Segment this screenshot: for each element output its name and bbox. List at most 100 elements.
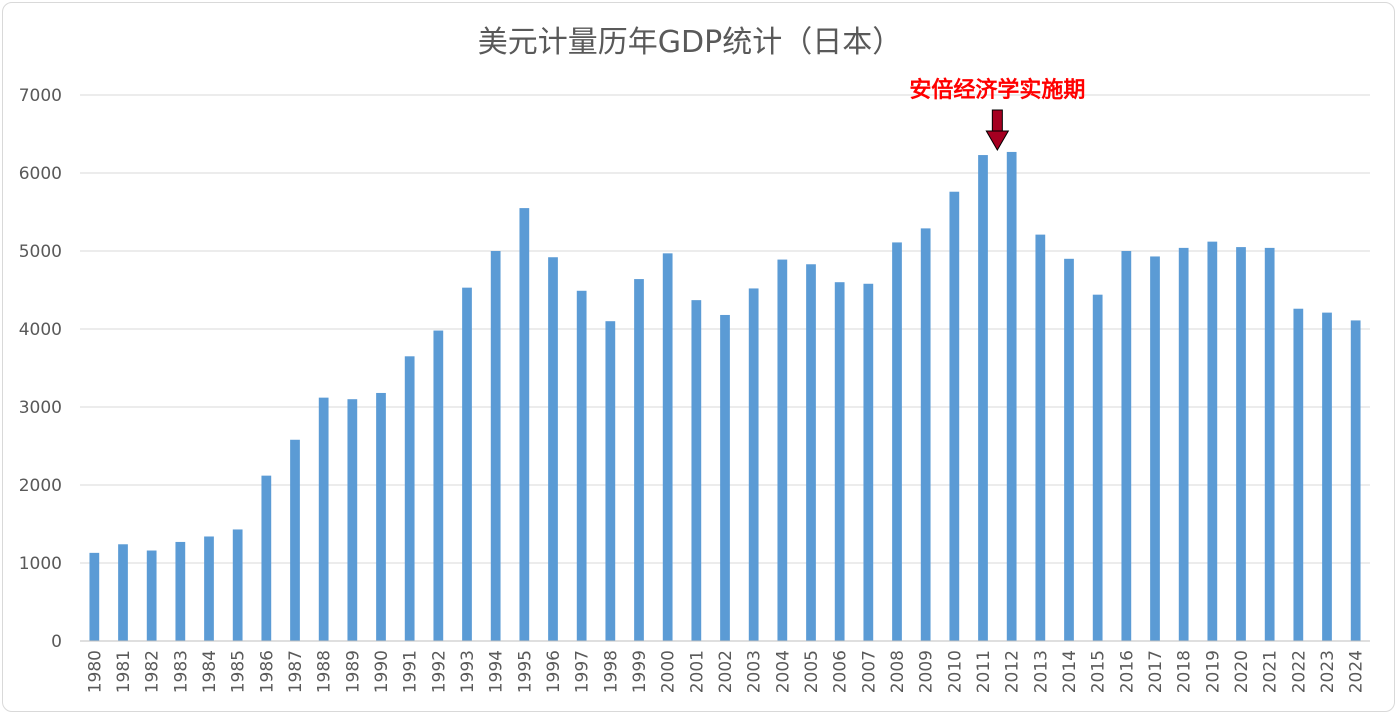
- annotation-text: 安倍经济学实施期: [909, 77, 1085, 103]
- x-tick-label: 2000: [659, 650, 679, 693]
- x-tick-label: 1985: [229, 650, 249, 693]
- bar-2017: [1150, 256, 1160, 641]
- x-tick-label: 2007: [859, 650, 879, 693]
- x-tick-label: 2014: [1060, 650, 1080, 693]
- bar-1989: [347, 399, 358, 641]
- x-tick-label: 1988: [315, 650, 335, 693]
- chart-title: 美元计量历年GDP统计（日本）: [478, 25, 902, 60]
- bar-1985: [232, 529, 243, 641]
- bar-1988: [318, 397, 329, 641]
- x-tick-label: 2011: [974, 650, 994, 693]
- x-tick-label: 1987: [286, 650, 306, 693]
- x-tick-label: 1984: [200, 650, 220, 693]
- bar-1992: [433, 330, 444, 641]
- x-tick-label: 1986: [257, 650, 277, 693]
- x-tick-label: 1993: [458, 650, 478, 693]
- bar-2008: [892, 242, 902, 642]
- y-tick-label: 1000: [19, 554, 62, 574]
- x-tick-label: 2015: [1089, 650, 1109, 693]
- x-tick-label: 2002: [716, 650, 736, 693]
- x-tick-label: 2024: [1347, 650, 1367, 693]
- bar-2020: [1236, 247, 1246, 641]
- bar-2005: [806, 264, 816, 641]
- y-tick-label: 2000: [19, 476, 62, 496]
- x-tick-label: 2008: [888, 650, 908, 693]
- x-tick-label: 1983: [171, 650, 191, 693]
- x-tick-label: 1989: [343, 650, 363, 693]
- x-tick-label: 2022: [1289, 650, 1309, 693]
- x-tick-label: 2019: [1203, 650, 1223, 693]
- y-tick-label: 7000: [19, 86, 62, 106]
- x-axis-ticks: 1980 1981 1982 1983 1984 1985 1986 1987 1988 1989…: [85, 650, 1366, 693]
- bar-2009: [920, 228, 931, 641]
- x-tick-label: 2013: [1031, 650, 1051, 693]
- bar-2000: [662, 253, 673, 641]
- bar-2002: [720, 314, 730, 641]
- bar-1990: [376, 392, 386, 641]
- x-tick-label: 2010: [945, 650, 965, 693]
- bar-2022: [1293, 308, 1304, 641]
- arrow-shaft: [991, 109, 1003, 133]
- x-tick-label: 1990: [372, 650, 392, 693]
- bar-2018: [1178, 247, 1189, 641]
- bar-2003: [748, 288, 759, 641]
- bar-2019: [1207, 241, 1218, 641]
- y-tick-label: 6000: [19, 164, 62, 184]
- x-tick-label: 1980: [85, 650, 105, 693]
- x-tick-label: 1998: [601, 650, 621, 693]
- bar-1995: [519, 208, 530, 641]
- bar-2015: [1092, 294, 1103, 641]
- bar-1986: [261, 475, 272, 641]
- x-tick-label: 1981: [114, 650, 134, 693]
- y-tick-label: 3000: [19, 398, 62, 418]
- bar-1981: [118, 544, 128, 641]
- bar-1987: [290, 439, 300, 641]
- bar-1996: [548, 257, 558, 641]
- y-tick-label: 4000: [19, 320, 62, 340]
- bar-1980: [89, 552, 100, 641]
- bar-1982: [146, 550, 157, 641]
- bar-2013: [1035, 234, 1046, 641]
- x-tick-label: 2021: [1261, 650, 1281, 693]
- bar-2012: [1006, 151, 1017, 641]
- bar-2010: [949, 191, 960, 641]
- bar-2004: [777, 259, 788, 641]
- bar-2006: [834, 282, 845, 641]
- x-tick-label: 2003: [745, 650, 765, 693]
- y-tick-label: 5000: [19, 242, 62, 262]
- x-tick-label: 2005: [802, 650, 822, 693]
- x-tick-label: 1992: [429, 650, 449, 693]
- bar-1984: [204, 536, 214, 641]
- down-arrow-icon: [985, 109, 1010, 151]
- bar-1991: [404, 356, 415, 641]
- x-tick-label: 2023: [1318, 650, 1338, 693]
- bar-2023: [1322, 312, 1332, 641]
- bar-2014: [1064, 258, 1074, 641]
- bar-2007: [863, 283, 874, 641]
- y-axis-ticks: 0 1000 2000 3000 4000 5000 6000 7000: [19, 86, 62, 652]
- x-tick-label: 2006: [831, 650, 851, 693]
- x-tick-label: 1994: [487, 650, 507, 693]
- bar-1997: [576, 290, 587, 641]
- x-tick-label: 2004: [773, 650, 793, 693]
- x-tick-label: 1982: [143, 650, 163, 693]
- bar-1998: [605, 321, 616, 641]
- x-tick-label: 1995: [515, 650, 535, 693]
- bars: [89, 151, 1361, 642]
- x-tick-label: 2009: [917, 650, 937, 693]
- x-tick-label: 2016: [1117, 650, 1137, 693]
- x-tick-label: 1997: [573, 650, 593, 693]
- bar-2016: [1121, 251, 1132, 641]
- x-tick-label: 2017: [1146, 650, 1166, 693]
- bar-2001: [691, 300, 702, 641]
- x-tick-label: 2020: [1232, 650, 1252, 693]
- bar-2024: [1350, 320, 1361, 641]
- arrow-head: [985, 130, 1010, 151]
- x-tick-label: 2012: [1003, 650, 1023, 693]
- y-tick-label: 0: [51, 632, 62, 652]
- x-tick-label: 2001: [687, 650, 707, 693]
- bar-1994: [490, 251, 501, 641]
- x-tick-label: 1996: [544, 650, 564, 693]
- bar-2011: [978, 155, 988, 641]
